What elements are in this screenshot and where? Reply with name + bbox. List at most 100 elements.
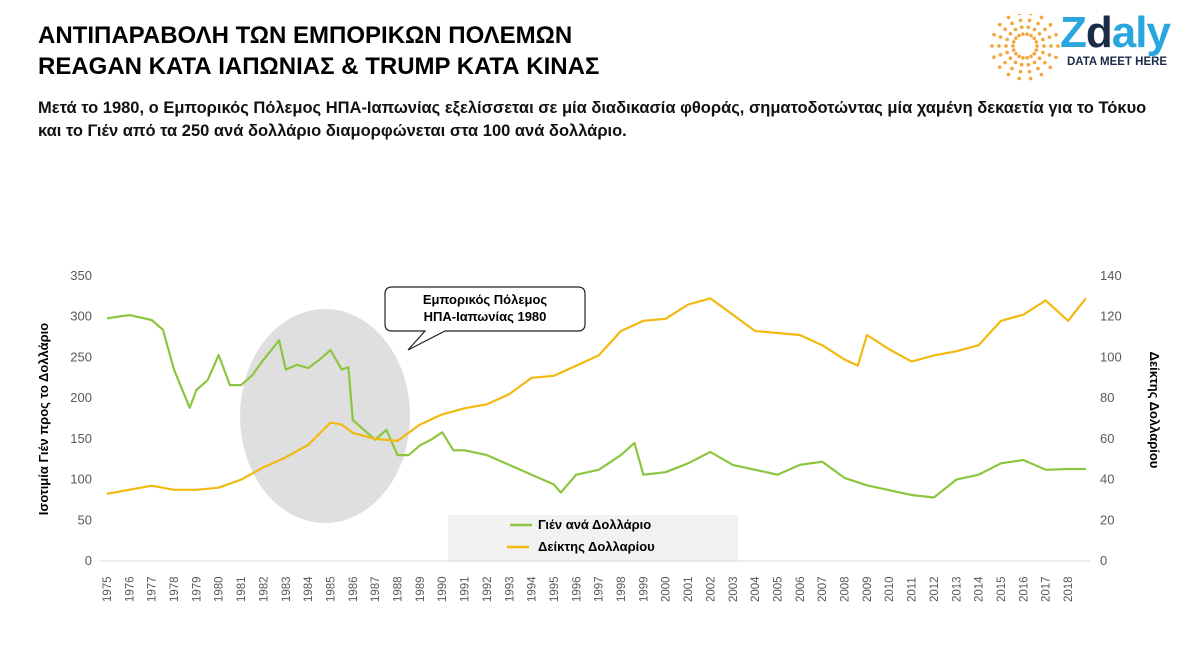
- y-tick-label: 350: [70, 268, 92, 283]
- sun-dot: [1043, 60, 1047, 65]
- sun-dot: [1028, 76, 1033, 81]
- x-tick-label: 1995: [549, 576, 561, 602]
- sun-dot: [1026, 62, 1031, 67]
- sun-dot: [1027, 18, 1032, 23]
- sun-dot: [1048, 23, 1053, 27]
- sun-dot: [1011, 44, 1015, 48]
- sun-dot: [1011, 40, 1016, 44]
- x-tick-label: 1982: [258, 576, 270, 602]
- sun-dot: [998, 53, 1003, 57]
- sun-dot: [1032, 60, 1037, 65]
- sun-dot: [1003, 60, 1007, 65]
- x-tick-label: 1985: [325, 576, 337, 602]
- x-tick-label: 2018: [1063, 576, 1075, 602]
- sun-dot: [1032, 51, 1036, 56]
- sun-dot: [1006, 72, 1011, 77]
- x-tick-label: 2001: [683, 576, 695, 602]
- sun-dot: [1017, 14, 1022, 16]
- x-tick-label: 2004: [750, 576, 762, 602]
- y2-tick-label: 40: [1100, 472, 1114, 487]
- sun-dot: [1029, 33, 1033, 38]
- sun-dot: [1032, 36, 1036, 41]
- x-tick-label: 2007: [817, 576, 829, 602]
- sun-dot: [998, 35, 1003, 39]
- logo-aly: aly: [1111, 8, 1171, 57]
- x-tick-label: 1981: [236, 576, 248, 602]
- y2-tick-label: 120: [1100, 309, 1122, 324]
- x-tick-label: 1978: [169, 576, 181, 602]
- sun-dot: [1041, 37, 1045, 42]
- x-tick-label: 2017: [1041, 576, 1053, 602]
- x-tick-label: 1999: [638, 576, 650, 602]
- sun-dot: [1014, 51, 1018, 56]
- sun-dot: [1032, 27, 1037, 32]
- x-tick-label: 1992: [482, 576, 494, 602]
- annotation-line-2: ΗΠΑ-Ιαπωνίας 1980: [424, 309, 547, 324]
- sun-dot: [1036, 21, 1040, 26]
- x-tick-label: 1983: [281, 576, 293, 602]
- x-tick-label: 2012: [929, 576, 941, 602]
- sun-dot: [1018, 18, 1023, 23]
- x-tick-label: 2014: [974, 576, 986, 602]
- y2-tick-label: 140: [1100, 268, 1122, 283]
- y-tick-label: 200: [70, 390, 92, 405]
- x-tick-label: 1994: [527, 576, 539, 602]
- sun-dot: [1037, 56, 1042, 61]
- sun-dot: [1005, 50, 1009, 55]
- x-tick-label: 1975: [102, 576, 114, 602]
- sun-dot: [1019, 25, 1024, 30]
- logo-d: d: [1085, 8, 1113, 57]
- y2-tick-label: 20: [1100, 512, 1114, 527]
- y-tick-label: 250: [70, 349, 92, 364]
- sun-dot: [1008, 31, 1013, 36]
- sun-dot: [1004, 44, 1008, 48]
- yen-per-dollar-line: [106, 314, 1086, 499]
- sun-dot: [1056, 44, 1060, 48]
- sun-dot: [1034, 40, 1039, 44]
- x-tick-label: 2000: [661, 576, 673, 602]
- sun-dot: [1013, 27, 1018, 32]
- y-tick-label: 50: [78, 512, 92, 527]
- sun-dot: [1005, 37, 1009, 42]
- sun-dot: [1042, 44, 1046, 48]
- x-tick-label: 1984: [303, 576, 315, 602]
- sun-dot: [1025, 32, 1029, 36]
- sun-dot: [1021, 32, 1025, 36]
- sun-dot: [1034, 48, 1039, 52]
- x-tick-label: 1993: [504, 576, 516, 602]
- x-tick-label: 1989: [415, 576, 427, 602]
- sun-dot: [997, 44, 1001, 48]
- logo-z: Z: [1060, 8, 1087, 57]
- title-line-2: REAGAN ΚΑΤΑ ΙΑΠΩΝΙΑΣ & TRUMP ΚΑΤΑ ΚΙΝΑΣ: [38, 53, 600, 80]
- x-tick-label: 2015: [996, 576, 1008, 602]
- subtitle: Μετά το 1980, ο Εμπορικός Πόλεμος ΗΠΑ-Ια…: [38, 99, 1147, 140]
- y2-axis-title: Δείκτης Δολλαρίου: [1147, 352, 1162, 469]
- x-tick-label: 1997: [594, 576, 606, 602]
- sun-dot: [1035, 44, 1039, 48]
- y-tick-label: 100: [70, 472, 92, 487]
- sun-dot: [1037, 32, 1042, 36]
- x-tick-label: 1990: [437, 576, 449, 602]
- legend-box: [448, 515, 738, 561]
- sun-dot: [1017, 33, 1021, 38]
- sun-dot: [1036, 66, 1040, 71]
- sun-dot: [1019, 62, 1024, 67]
- y2-tick-label: 80: [1100, 390, 1114, 405]
- y2-tick-label: 0: [1100, 553, 1107, 568]
- sun-dot: [1029, 14, 1033, 16]
- x-tick-label: 1998: [616, 576, 628, 602]
- sun-dot: [992, 55, 996, 59]
- sun-dot: [1017, 54, 1021, 59]
- x-tick-label: 2013: [951, 576, 963, 602]
- sun-dot: [1054, 33, 1058, 37]
- sun-dot: [1029, 54, 1033, 59]
- x-tick-label: 1980: [214, 576, 226, 602]
- y-tick-label: 300: [70, 309, 92, 324]
- x-tick-label: 1991: [460, 576, 472, 602]
- x-tick-label: 2016: [1018, 576, 1030, 602]
- sun-dot: [1014, 36, 1018, 41]
- sun-dot: [1041, 50, 1045, 55]
- x-tick-label: 1979: [191, 576, 203, 602]
- zdaly-logo: Zdaly DATA MEET HERE: [990, 8, 1190, 84]
